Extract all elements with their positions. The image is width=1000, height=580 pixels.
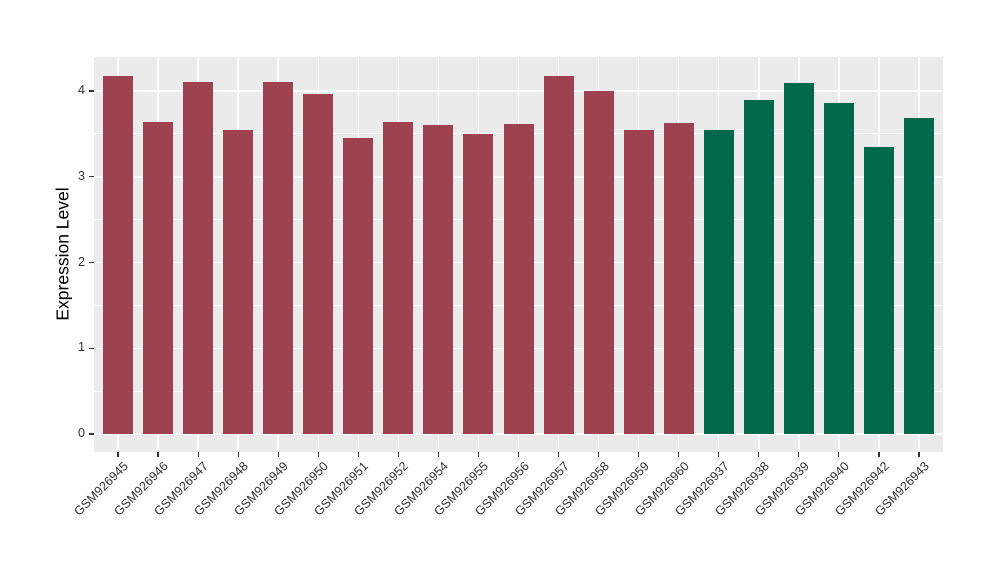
bar-GSM926958: [583, 91, 614, 434]
y-tick-label: 2: [78, 254, 85, 269]
bar-GSM926939: [783, 83, 814, 434]
y-tick-mark: [89, 90, 94, 92]
x-tick-mark: [117, 452, 119, 457]
x-tick-mark: [758, 452, 760, 457]
x-tick-mark: [638, 452, 640, 457]
y-tick-label: 3: [78, 168, 85, 183]
y-tick-label: 0: [78, 426, 85, 440]
x-tick-mark: [878, 452, 880, 457]
bar-GSM926949: [263, 82, 294, 434]
x-tick-mark: [157, 452, 159, 457]
x-tick-mark: [798, 452, 800, 457]
x-tick-mark: [517, 452, 520, 457]
y-tick-mark: [89, 347, 94, 349]
bar-GSM926937: [703, 130, 734, 434]
bar-GSM926947: [183, 82, 214, 434]
bar-GSM926940: [823, 103, 854, 434]
bar-GSM926955: [463, 133, 494, 434]
y-tick-mark: [89, 433, 94, 435]
bar-GSM926957: [543, 76, 574, 434]
bar-GSM926938: [743, 100, 774, 434]
x-tick-mark: [918, 452, 920, 457]
x-tick-mark: [357, 452, 359, 457]
x-tick-mark: [597, 452, 600, 457]
x-tick-mark: [397, 452, 399, 457]
bar-GSM926942: [863, 146, 894, 434]
y-tick-label: 1: [78, 340, 85, 355]
y-tick-mark: [89, 261, 94, 264]
bar-GSM926954: [423, 125, 454, 434]
x-tick-mark: [477, 452, 480, 457]
bar-GSM926956: [503, 123, 534, 434]
x-tick-mark: [197, 452, 199, 457]
x-tick-mark: [557, 452, 560, 457]
x-tick-mark: [317, 452, 319, 457]
bar-GSM926948: [223, 130, 254, 434]
bar-GSM926960: [663, 122, 694, 434]
bar-GSM926945: [103, 75, 134, 434]
plot-panel: [94, 57, 943, 452]
x-tick-mark: [718, 452, 720, 457]
x-tick-mark: [838, 452, 840, 457]
bar-GSM926950: [303, 93, 334, 434]
x-tick-mark: [678, 452, 680, 457]
x-tick-mark: [277, 452, 279, 457]
x-tick-mark: [437, 452, 439, 457]
bar-GSM926951: [343, 138, 374, 434]
x-tick-mark: [237, 452, 239, 457]
bar-GSM926946: [143, 121, 174, 434]
y-tick-mark: [89, 176, 94, 178]
bar-GSM926952: [383, 121, 414, 434]
bar-GSM926959: [623, 130, 654, 434]
y-tick-label: 4: [78, 83, 85, 97]
major-gridline: [94, 90, 943, 92]
bar-GSM926943: [903, 118, 934, 434]
major-gridline: [94, 433, 943, 435]
